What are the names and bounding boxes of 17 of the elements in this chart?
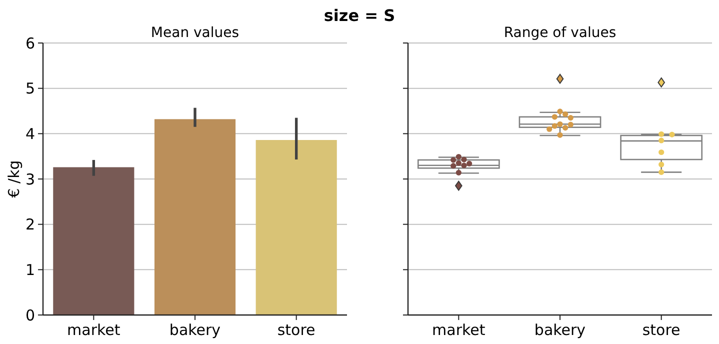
- x-tick-label: bakery: [169, 321, 221, 339]
- chart-title: Range of values: [504, 25, 616, 41]
- x-tick-label: store: [642, 321, 680, 339]
- y-tick-label: 0: [25, 306, 35, 324]
- y-tick-label: 2: [25, 216, 35, 234]
- y-tick-label: 6: [25, 34, 35, 52]
- x-tick-label: bakery: [534, 321, 586, 339]
- x-tick-label: market: [432, 321, 486, 339]
- y-axis-title: € /kg: [5, 160, 23, 198]
- text: size = S: [324, 6, 396, 25]
- y-tick-label: 5: [25, 80, 35, 98]
- x-tick-label: market: [67, 321, 120, 339]
- y-tick-label: 4: [25, 124, 35, 143]
- x-tick-label: store: [277, 321, 316, 339]
- y-tick-label: 1: [25, 260, 35, 279]
- chart-title: Mean values: [150, 25, 240, 41]
- y-tick-label: 3: [25, 170, 35, 188]
